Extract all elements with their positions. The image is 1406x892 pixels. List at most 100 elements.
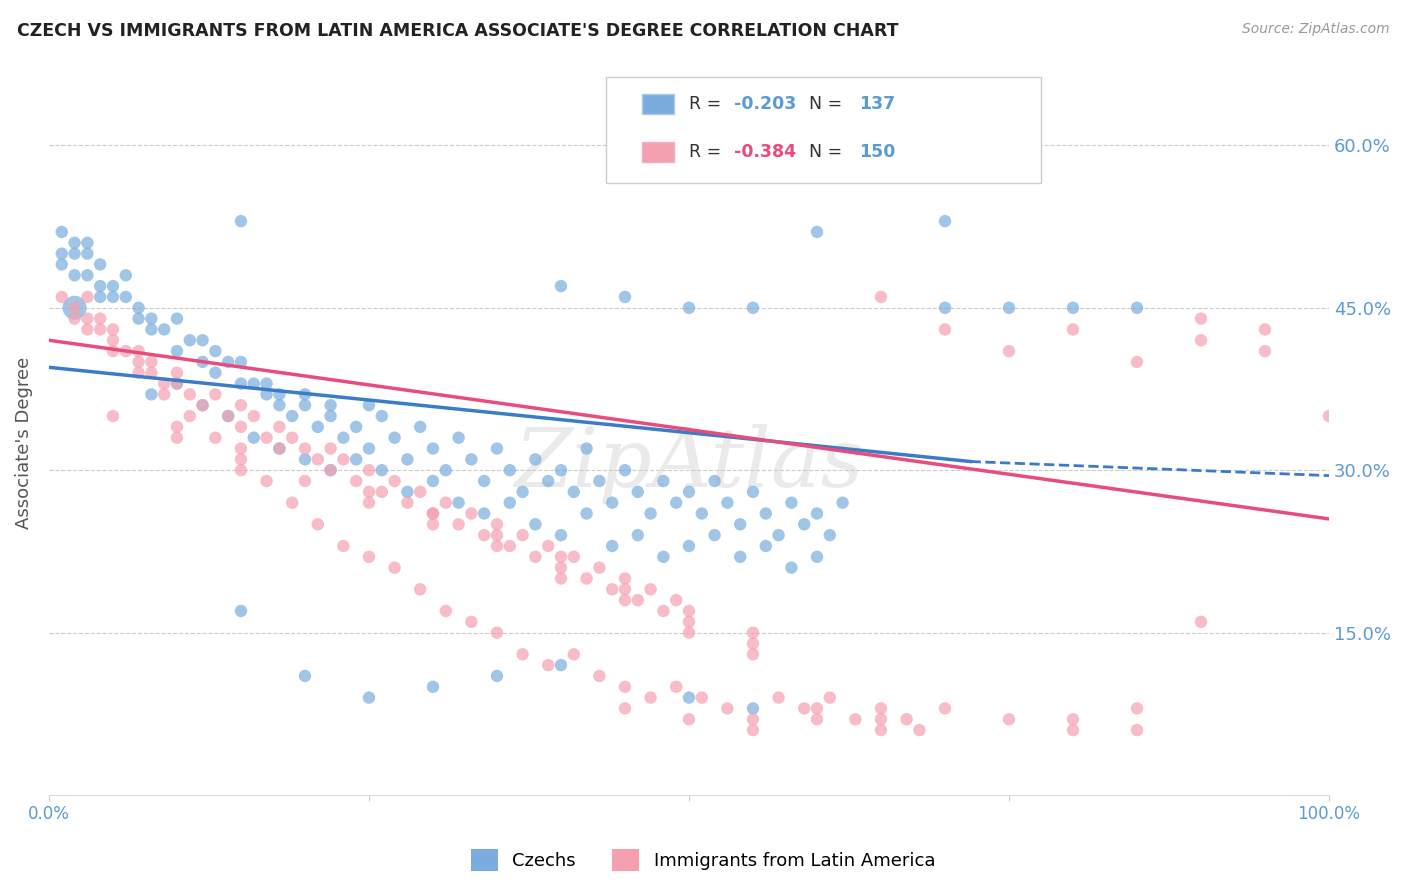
Point <box>396 484 419 499</box>
Text: Source: ZipAtlas.com: Source: ZipAtlas.com <box>1241 22 1389 37</box>
Point <box>229 398 252 412</box>
Point <box>472 528 495 542</box>
Point <box>307 420 329 434</box>
Point <box>101 409 124 423</box>
Point <box>818 690 841 705</box>
Point <box>141 311 163 326</box>
Point <box>332 539 354 553</box>
Point <box>499 539 522 553</box>
Point <box>588 560 610 574</box>
Point <box>179 387 201 401</box>
Point <box>191 398 214 412</box>
Point <box>128 344 150 359</box>
Point <box>485 539 508 553</box>
Point <box>1126 301 1149 315</box>
Text: R =: R = <box>689 95 727 113</box>
Point <box>678 301 700 315</box>
Point <box>537 539 560 553</box>
Point <box>281 431 304 445</box>
Point <box>512 528 534 542</box>
Point <box>153 387 176 401</box>
Point <box>1189 333 1212 347</box>
Point <box>76 311 98 326</box>
Point <box>281 409 304 423</box>
Point <box>614 290 637 304</box>
Point <box>63 246 86 260</box>
Point <box>550 463 572 477</box>
Point <box>371 484 394 499</box>
Point <box>229 214 252 228</box>
Point <box>294 474 316 488</box>
Point <box>166 344 188 359</box>
Point <box>204 366 226 380</box>
Point <box>76 246 98 260</box>
Point <box>101 279 124 293</box>
Point <box>319 463 342 477</box>
Point <box>114 290 136 304</box>
Point <box>678 615 700 629</box>
Point <box>229 604 252 618</box>
Point <box>434 496 457 510</box>
Point <box>447 496 470 510</box>
Point <box>332 452 354 467</box>
Point <box>678 484 700 499</box>
Text: N =: N = <box>797 95 848 113</box>
Point <box>665 593 688 607</box>
Point <box>269 398 291 412</box>
Point <box>524 452 547 467</box>
Point <box>575 442 598 456</box>
Point <box>600 496 623 510</box>
Point <box>204 344 226 359</box>
Point <box>371 409 394 423</box>
Point <box>870 723 893 737</box>
Point <box>422 442 444 456</box>
Point <box>89 257 111 271</box>
Point <box>806 170 828 185</box>
Point <box>319 409 342 423</box>
Point <box>281 496 304 510</box>
Y-axis label: Associate's Degree: Associate's Degree <box>15 357 32 529</box>
Point <box>63 235 86 250</box>
Point <box>76 322 98 336</box>
Point <box>1062 322 1084 336</box>
Point <box>614 701 637 715</box>
Point <box>422 517 444 532</box>
Point <box>550 279 572 293</box>
Point <box>588 669 610 683</box>
Point <box>384 560 406 574</box>
Point <box>153 322 176 336</box>
Point <box>896 712 918 726</box>
Point <box>141 366 163 380</box>
Point <box>742 648 765 662</box>
Point <box>742 301 765 315</box>
Point <box>89 311 111 326</box>
Point <box>755 539 778 553</box>
Point <box>728 517 751 532</box>
Point <box>460 452 482 467</box>
Point <box>242 431 264 445</box>
Point <box>422 507 444 521</box>
Point <box>1189 311 1212 326</box>
Text: -0.203: -0.203 <box>734 95 796 113</box>
Point <box>294 669 316 683</box>
Point <box>1254 322 1277 336</box>
Point <box>269 442 291 456</box>
Point <box>499 463 522 477</box>
Point <box>422 507 444 521</box>
Point <box>614 582 637 597</box>
Point <box>76 290 98 304</box>
Point <box>89 279 111 293</box>
Point <box>1317 409 1340 423</box>
Point <box>485 528 508 542</box>
Point <box>768 528 790 542</box>
FancyBboxPatch shape <box>641 94 673 113</box>
Point <box>307 452 329 467</box>
Point <box>614 680 637 694</box>
Point <box>269 420 291 434</box>
Point <box>793 701 815 715</box>
Point <box>640 507 662 521</box>
FancyBboxPatch shape <box>641 142 673 161</box>
Point <box>678 690 700 705</box>
Point <box>575 572 598 586</box>
Point <box>934 322 956 336</box>
